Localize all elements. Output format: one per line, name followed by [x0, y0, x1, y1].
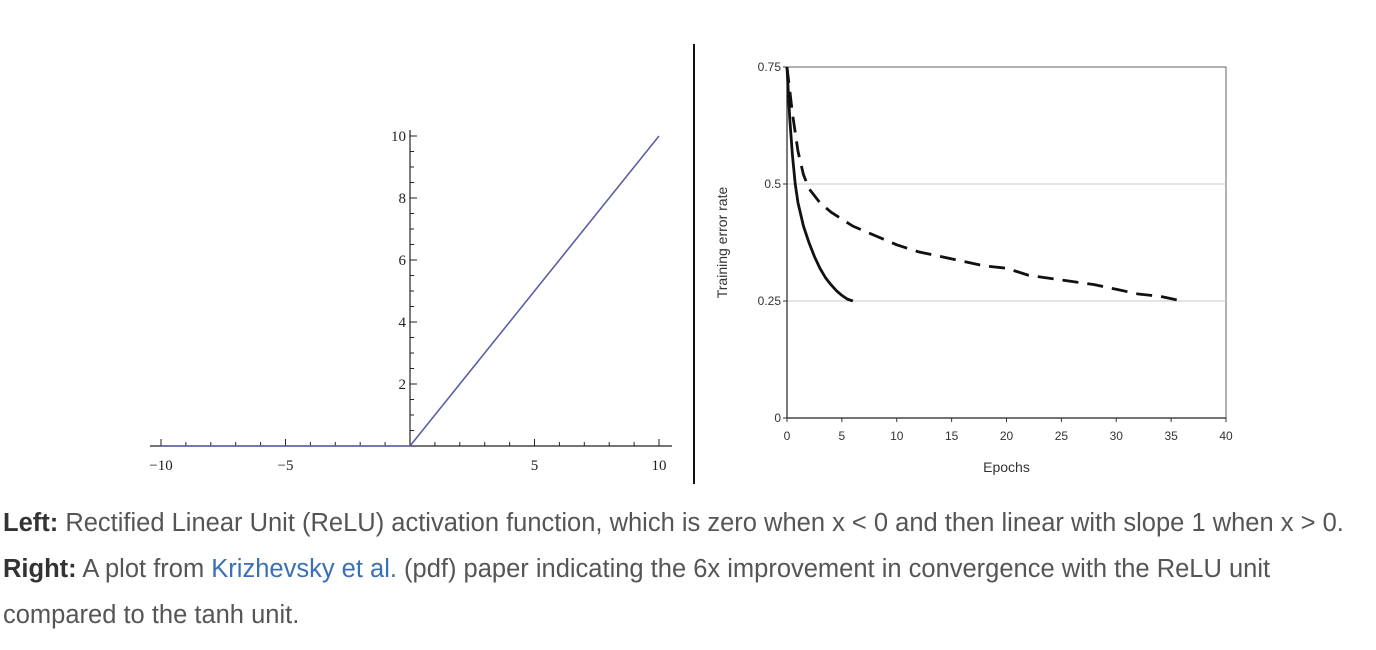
relu-series	[161, 135, 660, 447]
figure: −10 −5 5 10 2 4 6 8 10 0 5 10 15 20 25 30 35 40 0 0.25 0.…	[149, 44, 1233, 484]
series-group	[785, 66, 1183, 303]
x-tick-label: −5	[278, 458, 294, 474]
x-tick-label: 15	[945, 429, 959, 443]
x-tick-label: 5	[531, 458, 539, 474]
y-tick-label: 8	[399, 191, 407, 207]
caption-right-text-after-link: (pdf) paper indicating the 6x improvemen…	[3, 555, 1271, 629]
y-tick-label: 0	[774, 411, 781, 425]
x-tick-label: −10	[149, 458, 172, 474]
y-tick-label: 0.5	[764, 177, 781, 191]
x-tick-label: 0	[784, 429, 791, 443]
y-tick-label: 0.25	[758, 294, 782, 308]
caption-right-text-before-link: A plot from	[76, 555, 212, 583]
krizhevsky-paper-link[interactable]: Krizhevsky et al.	[211, 555, 397, 583]
figure-caption: Left: Rectified Linear Unit (ReLU) activ…	[3, 500, 1373, 638]
relu-y-ticks: 2 4 6 8 10	[391, 129, 407, 393]
caption-left-label: Left:	[3, 509, 59, 537]
x-tick-label: 20	[1000, 429, 1014, 443]
x-tick-label: 35	[1164, 429, 1178, 443]
x-tick-label: 40	[1219, 429, 1233, 443]
relu-series-line	[161, 135, 660, 447]
relu-minor-ticks	[160, 135, 660, 446]
y-tick-label: 0.75	[758, 60, 782, 74]
x-tick-label: 30	[1110, 429, 1124, 443]
relu-x-ticks: −10 −5 5 10	[149, 458, 666, 474]
x-tick-label: 10	[652, 458, 667, 474]
x-tick-label: 5	[839, 429, 846, 443]
y-tick-label: 2	[399, 377, 407, 393]
training-error-chart: 0 5 10 15 20 25 30 35 40 0 0.25 0.5 0.75 Epochs Tra…	[714, 60, 1233, 475]
y-tick-label: 6	[399, 253, 407, 269]
y-tick-label: 10	[391, 129, 406, 145]
gridlines	[787, 183, 1226, 302]
x-ticks: 0 5 10 15 20 25 30 35 40	[784, 418, 1233, 443]
y-tick-label: 4	[399, 315, 407, 331]
x-tick-label: 25	[1055, 429, 1069, 443]
y-ticks: 0 0.25 0.5 0.75	[758, 60, 787, 425]
y-axis-label: Training error rate	[714, 187, 730, 299]
caption-left-text: Rectified Linear Unit (ReLU) activation …	[58, 509, 1344, 537]
x-axis-label: Epochs	[983, 459, 1030, 475]
x-tick-label: 10	[890, 429, 904, 443]
caption-right-label: Right:	[3, 555, 77, 583]
solid-series-line	[785, 66, 854, 303]
relu-chart: −10 −5 5 10 2 4 6 8 10	[149, 129, 672, 474]
plot-frame	[786, 66, 1227, 419]
